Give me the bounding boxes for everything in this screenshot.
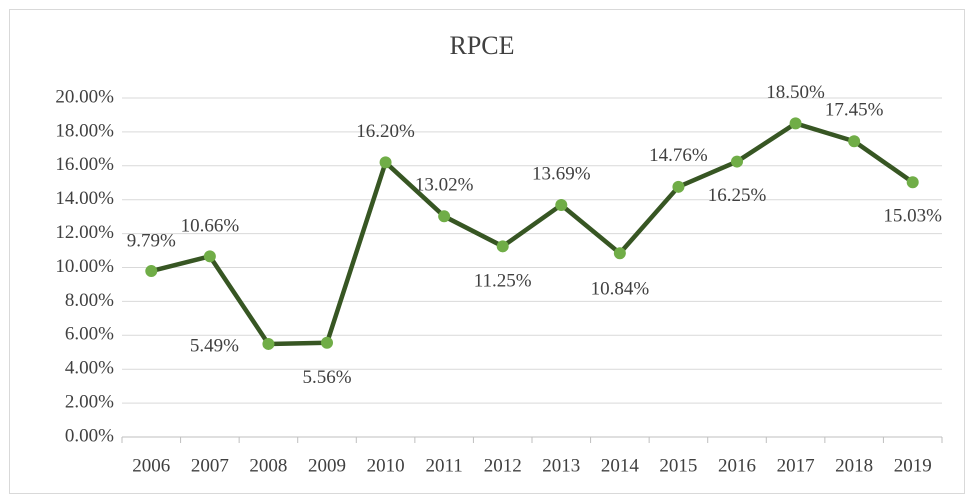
x-tick-label: 2010 <box>367 455 405 476</box>
x-tick-label: 2018 <box>835 455 873 476</box>
y-tick-label: 0.00% <box>65 425 114 446</box>
x-tick-label: 2009 <box>308 455 346 476</box>
data-label: 10.66% <box>181 216 240 237</box>
data-label: 9.79% <box>127 230 176 251</box>
chart-title: RPCE <box>449 31 514 60</box>
line <box>150 121 915 347</box>
marker <box>906 176 919 189</box>
data-label: 11.25% <box>474 271 532 292</box>
data-label: 16.25% <box>708 185 767 206</box>
marker <box>203 250 216 263</box>
y-tick-label: 20.00% <box>55 86 114 107</box>
chart-border <box>9 9 965 494</box>
marker <box>672 180 685 193</box>
data-label: 14.76% <box>649 145 708 166</box>
data-label: 5.56% <box>302 367 351 388</box>
x-tick-label: 2015 <box>659 455 697 476</box>
x-tick-label: 2012 <box>484 455 522 476</box>
data-label: 16.20% <box>356 121 415 142</box>
x-tick-label: 2013 <box>542 455 580 476</box>
marker <box>555 198 568 211</box>
x-tick-label: 2019 <box>894 455 932 476</box>
x-tick-label: 2017 <box>777 455 815 476</box>
x-tick-label: 2014 <box>601 455 640 476</box>
marker <box>321 336 333 349</box>
data-label: 10.84% <box>591 279 650 300</box>
y-tick-label: 16.00% <box>55 154 114 175</box>
x-tick-label: 2016 <box>718 455 756 476</box>
marker <box>731 155 743 168</box>
y-tick-label: 8.00% <box>65 290 114 311</box>
marker <box>262 337 275 350</box>
data-label: 5.49% <box>190 335 239 356</box>
y-tick-label: 14.00% <box>55 188 114 209</box>
marker <box>848 135 861 148</box>
marker <box>496 240 509 253</box>
y-tick-label: 12.00% <box>55 222 114 243</box>
x-tick-label: 2011 <box>425 455 462 476</box>
y-tick-label: 2.00% <box>65 391 114 412</box>
y-tick-label: 4.00% <box>65 358 114 379</box>
data-label: 15.03% <box>883 206 942 227</box>
data-label: 13.69% <box>532 163 591 184</box>
data-label: 17.45% <box>825 100 884 121</box>
marker <box>379 156 392 169</box>
x-tick-label: 2008 <box>249 455 287 476</box>
marker <box>438 210 451 223</box>
marker <box>789 117 802 130</box>
y-tick-label: 18.00% <box>55 120 114 141</box>
data-label: 13.02% <box>415 175 474 196</box>
marker <box>145 265 158 278</box>
data-label: 18.50% <box>766 82 825 103</box>
marker <box>613 247 626 260</box>
x-tick-label: 2007 <box>191 455 229 476</box>
y-tick-label: 10.00% <box>55 256 114 277</box>
y-tick-label: 6.00% <box>65 324 114 345</box>
x-tick-label: 2006 <box>132 455 170 476</box>
